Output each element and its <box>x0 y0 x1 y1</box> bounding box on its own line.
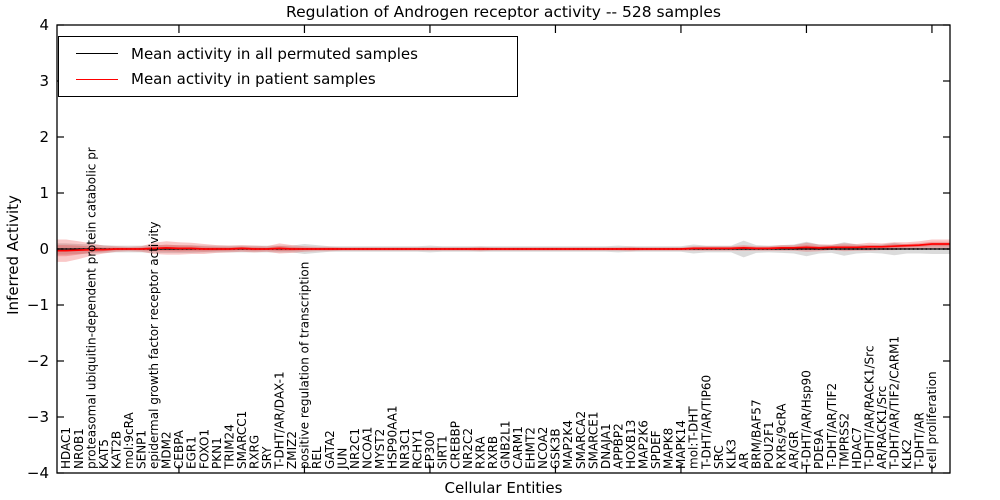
x-category-label: POU2F1 <box>762 421 776 469</box>
x-category-label: EP300 <box>423 431 437 469</box>
x-category-label: NR0B1 <box>72 428 86 469</box>
x-category-label: JUN <box>335 448 349 470</box>
x-category-label: NCOA2 <box>536 427 550 469</box>
x-category-label: FOXO1 <box>197 429 211 469</box>
x-category-label: MDM2 <box>160 431 174 469</box>
x-category-label: HDAC1 <box>59 427 73 469</box>
x-category-label: GNB2L1 <box>498 421 512 469</box>
chart-title: Regulation of Androgen receptor activity… <box>286 3 721 21</box>
y-tick-label: −1 <box>27 296 49 314</box>
x-category-label: MAP2K4 <box>561 420 575 469</box>
y-tick-label: −2 <box>27 352 49 370</box>
x-category-label: KLK2 <box>900 439 914 469</box>
legend-item-patient: Mean activity in patient samples <box>59 70 517 88</box>
x-category-label: T-DHT/AR/TIF2 <box>825 383 839 470</box>
x-category-label: SMARCE1 <box>586 411 600 469</box>
x-category-label: SRY <box>260 446 274 469</box>
x-category-label: ZMIZ2 <box>285 431 299 469</box>
y-tick-label: 0 <box>39 240 49 258</box>
x-category-label: SENP1 <box>135 430 149 469</box>
x-category-label: APPBP2 <box>611 423 625 469</box>
x-category-label: RXRG <box>247 435 261 469</box>
x-category-label: EHMT2 <box>524 427 538 469</box>
y-tick-label: 4 <box>39 16 49 34</box>
x-category-label: T-DHT/AR <box>913 412 927 470</box>
x-category-label: NR3C1 <box>398 428 412 469</box>
x-category-label: MYST2 <box>373 429 387 469</box>
x-category-label: CARM1 <box>511 426 525 469</box>
x-category-label: RXRA <box>473 436 487 469</box>
x-category-label: SMARCA2 <box>574 411 588 469</box>
x-category-label: proteasomal ubiquitin-dependent protein … <box>84 147 98 469</box>
legend: Mean activity in all permuted samples Me… <box>58 36 518 97</box>
x-category-label: RXRB <box>486 436 500 469</box>
x-category-label: AR/RACK1/Src <box>875 386 889 469</box>
x-category-label: SRC <box>712 445 726 469</box>
y-tick-label: −3 <box>27 408 49 426</box>
x-category-label: MAPK8 <box>662 428 676 469</box>
x-category-label: REL <box>310 446 324 469</box>
x-category-label: GATA2 <box>323 430 337 469</box>
x-category-label: RXRs/9cRA <box>775 403 789 469</box>
x-category-label: T-DHT/AR/DAX-1 <box>273 371 287 470</box>
x-category-label: mol:T-DHT <box>687 406 701 469</box>
legend-item-permuted: Mean activity in all permuted samples <box>59 45 517 63</box>
x-category-label: T-DHT/AR/TIF2/CARM1 <box>888 336 902 470</box>
x-category-label: KAT5 <box>97 439 111 469</box>
x-category-label: T-DHT/AR/RACK1/Src <box>862 346 876 470</box>
x-category-label: mol:9cRA <box>122 412 136 469</box>
x-category-label: MAP2K6 <box>637 420 651 469</box>
x-category-label: epidermal growth factor receptor activit… <box>147 222 161 469</box>
legend-label-patient: Mean activity in patient samples <box>131 70 376 89</box>
red-line-swatch <box>76 78 118 80</box>
x-category-label: SPDEF <box>649 430 663 469</box>
x-category-label: T-DHT/AR/TIP60 <box>699 375 713 470</box>
x-category-label: NCOA1 <box>360 427 374 469</box>
legend-label-permuted: Mean activity in all permuted samples <box>131 44 418 63</box>
black-line-swatch <box>76 53 118 55</box>
x-category-label: PDE9A <box>812 428 826 469</box>
x-category-label: SIRT1 <box>436 435 450 469</box>
x-category-label: T-DHT/AR/Hsp90 <box>800 370 814 470</box>
x-axis-label: Cellular Entities <box>444 479 563 497</box>
x-category-label: HOXB13 <box>624 420 638 469</box>
x-category-label: KLK3 <box>724 439 738 469</box>
y-tick-label: −4 <box>27 464 49 482</box>
y-axis-label: Inferred Activity <box>4 195 22 315</box>
x-category-label: HDAC7 <box>850 427 864 469</box>
y-tick-label: 3 <box>39 72 49 90</box>
x-category-label: GSK3B <box>549 428 563 469</box>
x-category-label: DNAJA1 <box>599 423 613 469</box>
x-category-label: KAT2B <box>109 431 123 469</box>
x-category-label: BRM/BAF57 <box>749 399 763 469</box>
x-category-label: CEBPA <box>172 429 186 469</box>
x-category-label: TRIM24 <box>222 424 236 470</box>
x-category-label: AR/GR <box>787 431 801 469</box>
x-category-label: RCHY1 <box>411 429 425 469</box>
x-category-label: EGR1 <box>185 436 199 469</box>
y-tick-label: 1 <box>39 184 49 202</box>
x-category-label: SMARCC1 <box>235 411 249 469</box>
x-category-label: NR2C2 <box>461 428 475 469</box>
x-category-label: PKN1 <box>210 437 224 469</box>
x-category-label: HSP90AA1 <box>386 405 400 469</box>
y-tick-label: 2 <box>39 128 49 146</box>
x-category-label: positive regulation of transcription <box>298 262 312 469</box>
x-category-label: CREBBP <box>448 421 462 469</box>
x-category-label: NR2C1 <box>348 428 362 469</box>
x-category-label: cell proliferation <box>925 371 939 469</box>
x-category-label: AR <box>737 452 751 469</box>
x-category-label: MAPK14 <box>674 420 688 469</box>
x-category-label: TMPRSS2 <box>837 413 851 470</box>
